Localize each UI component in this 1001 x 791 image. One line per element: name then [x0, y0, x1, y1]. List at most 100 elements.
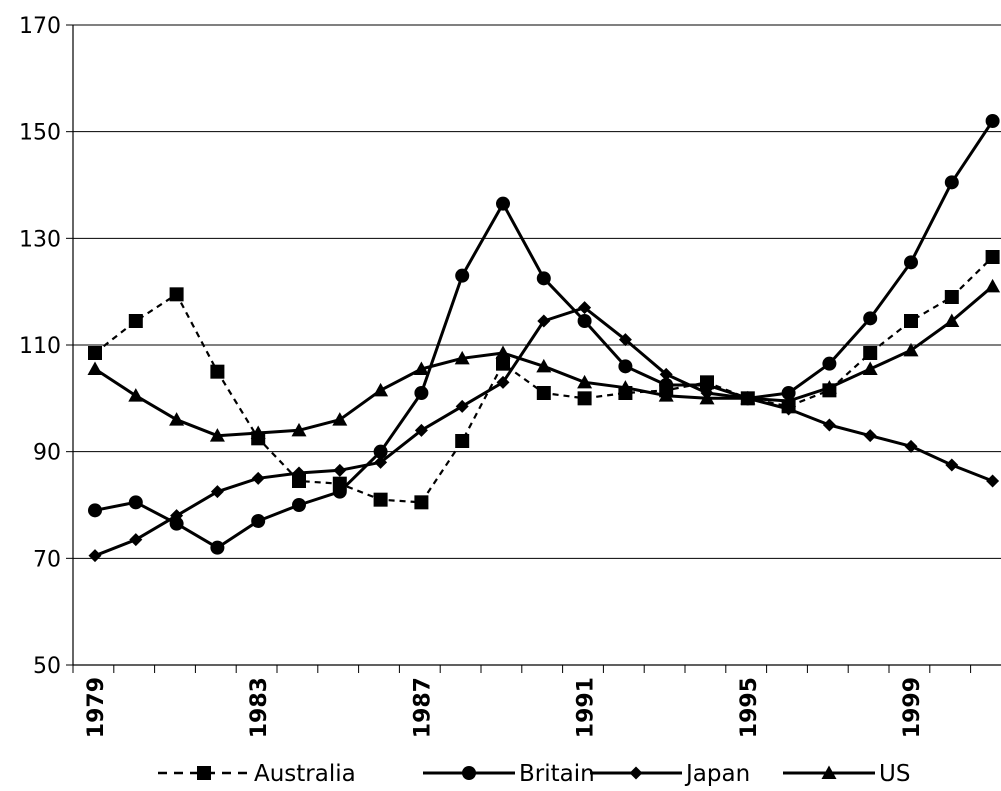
- data-point-britain: [251, 514, 266, 528]
- data-point-australia: [455, 434, 470, 448]
- data-point-britain: [292, 498, 306, 512]
- data-point-japan: [414, 423, 428, 437]
- data-point-britain: [944, 175, 959, 190]
- legend-label-britain: Britain: [519, 761, 595, 787]
- legend-label-us: US: [879, 761, 910, 787]
- data-point-japan: [618, 333, 632, 347]
- data-point-britain: [577, 314, 592, 328]
- data-point-britain: [169, 516, 184, 531]
- data-point-britain: [700, 378, 714, 392]
- data-point-japan: [659, 367, 673, 381]
- data-point-japan: [986, 474, 1000, 488]
- data-point-australia: [373, 492, 388, 507]
- data-point-britain: [904, 255, 918, 270]
- data-point-japan: [904, 439, 918, 453]
- data-point-australia: [577, 391, 592, 406]
- data-point-us: [781, 393, 797, 407]
- data-point-us: [413, 361, 429, 375]
- data-point-britain: [618, 359, 633, 374]
- data-point-us: [821, 380, 837, 394]
- data-point-us: [862, 361, 878, 375]
- legend-label-japan: Japan: [684, 761, 750, 787]
- data-point-japan: [251, 471, 265, 485]
- x-tick-label: 1999: [900, 677, 925, 738]
- y-tick-label: 150: [19, 121, 61, 146]
- y-tick-label: 70: [33, 547, 61, 572]
- y-tick-label: 170: [19, 14, 61, 39]
- y-tick-label: 90: [33, 441, 61, 466]
- data-point-japan: [292, 466, 306, 480]
- x-tick-label: 1983: [247, 677, 272, 738]
- x-tick-label: 1991: [574, 677, 599, 738]
- x-tick-labels: 1979 1983 1987 1991 1995 1999: [84, 677, 925, 738]
- data-point-australia: [169, 287, 184, 302]
- legend-marker-japan: [629, 766, 643, 780]
- legend-marker-us: [821, 765, 837, 779]
- data-point-japan: [496, 375, 510, 389]
- data-point-britain: [985, 114, 1000, 128]
- y-tick-label: 130: [19, 227, 61, 252]
- data-point-us: [577, 374, 593, 389]
- series-us: [87, 278, 1001, 442]
- y-tick-label: 50: [33, 654, 61, 679]
- data-point-britain: [781, 386, 796, 400]
- series-group: [87, 114, 1001, 563]
- data-point-australia: [496, 356, 510, 371]
- data-point-australia: [88, 346, 102, 360]
- data-point-japan: [374, 455, 388, 469]
- data-point-japan: [945, 458, 959, 472]
- data-point-australia: [414, 495, 429, 510]
- data-point-australia: [985, 250, 1000, 264]
- data-point-australia: [210, 364, 225, 379]
- data-point-japan: [210, 485, 224, 499]
- legend-label-australia: Australia: [254, 761, 356, 787]
- data-point-us: [740, 390, 756, 405]
- data-point-britain: [496, 196, 510, 211]
- series-japan: [88, 301, 1000, 563]
- data-point-us: [291, 422, 307, 437]
- data-point-britain: [863, 311, 878, 326]
- data-point-japan: [170, 509, 184, 523]
- data-point-britain: [88, 503, 102, 518]
- legend-item-japan: Japan: [590, 761, 750, 787]
- data-point-japan: [863, 429, 877, 443]
- data-point-us: [495, 345, 511, 359]
- data-point-us: [87, 361, 103, 375]
- data-point-us: [169, 412, 185, 426]
- data-point-japan: [822, 418, 836, 432]
- data-point-us: [250, 425, 266, 439]
- legend: Australia Britain Japan US: [158, 761, 910, 787]
- data-point-britain: [455, 268, 470, 283]
- data-point-us: [536, 358, 552, 373]
- data-point-japan: [537, 314, 551, 328]
- data-point-us: [617, 380, 633, 394]
- data-point-us: [454, 350, 470, 365]
- data-point-us: [128, 388, 144, 402]
- data-point-britain: [822, 356, 837, 371]
- x-tick-label: 1979: [84, 677, 109, 738]
- series-australia: [88, 250, 1000, 510]
- data-point-britain: [210, 540, 225, 555]
- data-point-us: [699, 390, 715, 405]
- axes: [66, 24, 1001, 673]
- data-point-britain: [128, 495, 143, 510]
- data-point-japan: [129, 533, 143, 547]
- legend-item-us: US: [783, 761, 910, 787]
- data-point-australia: [904, 314, 918, 328]
- data-point-us: [209, 428, 225, 442]
- data-point-britain: [659, 378, 674, 392]
- legend-item-britain: Britain: [423, 761, 595, 787]
- data-point-australia: [128, 314, 143, 328]
- data-point-japan: [333, 463, 347, 477]
- data-point-us: [944, 313, 960, 327]
- data-point-us: [985, 278, 1001, 293]
- data-point-australia: [944, 290, 959, 304]
- data-point-us: [332, 412, 348, 426]
- legend-marker-britain: [462, 766, 476, 780]
- data-point-britain: [536, 271, 551, 286]
- data-point-britain: [373, 444, 388, 459]
- series-line-australia: [94, 256, 994, 504]
- x-tick-label: 1987: [410, 677, 435, 738]
